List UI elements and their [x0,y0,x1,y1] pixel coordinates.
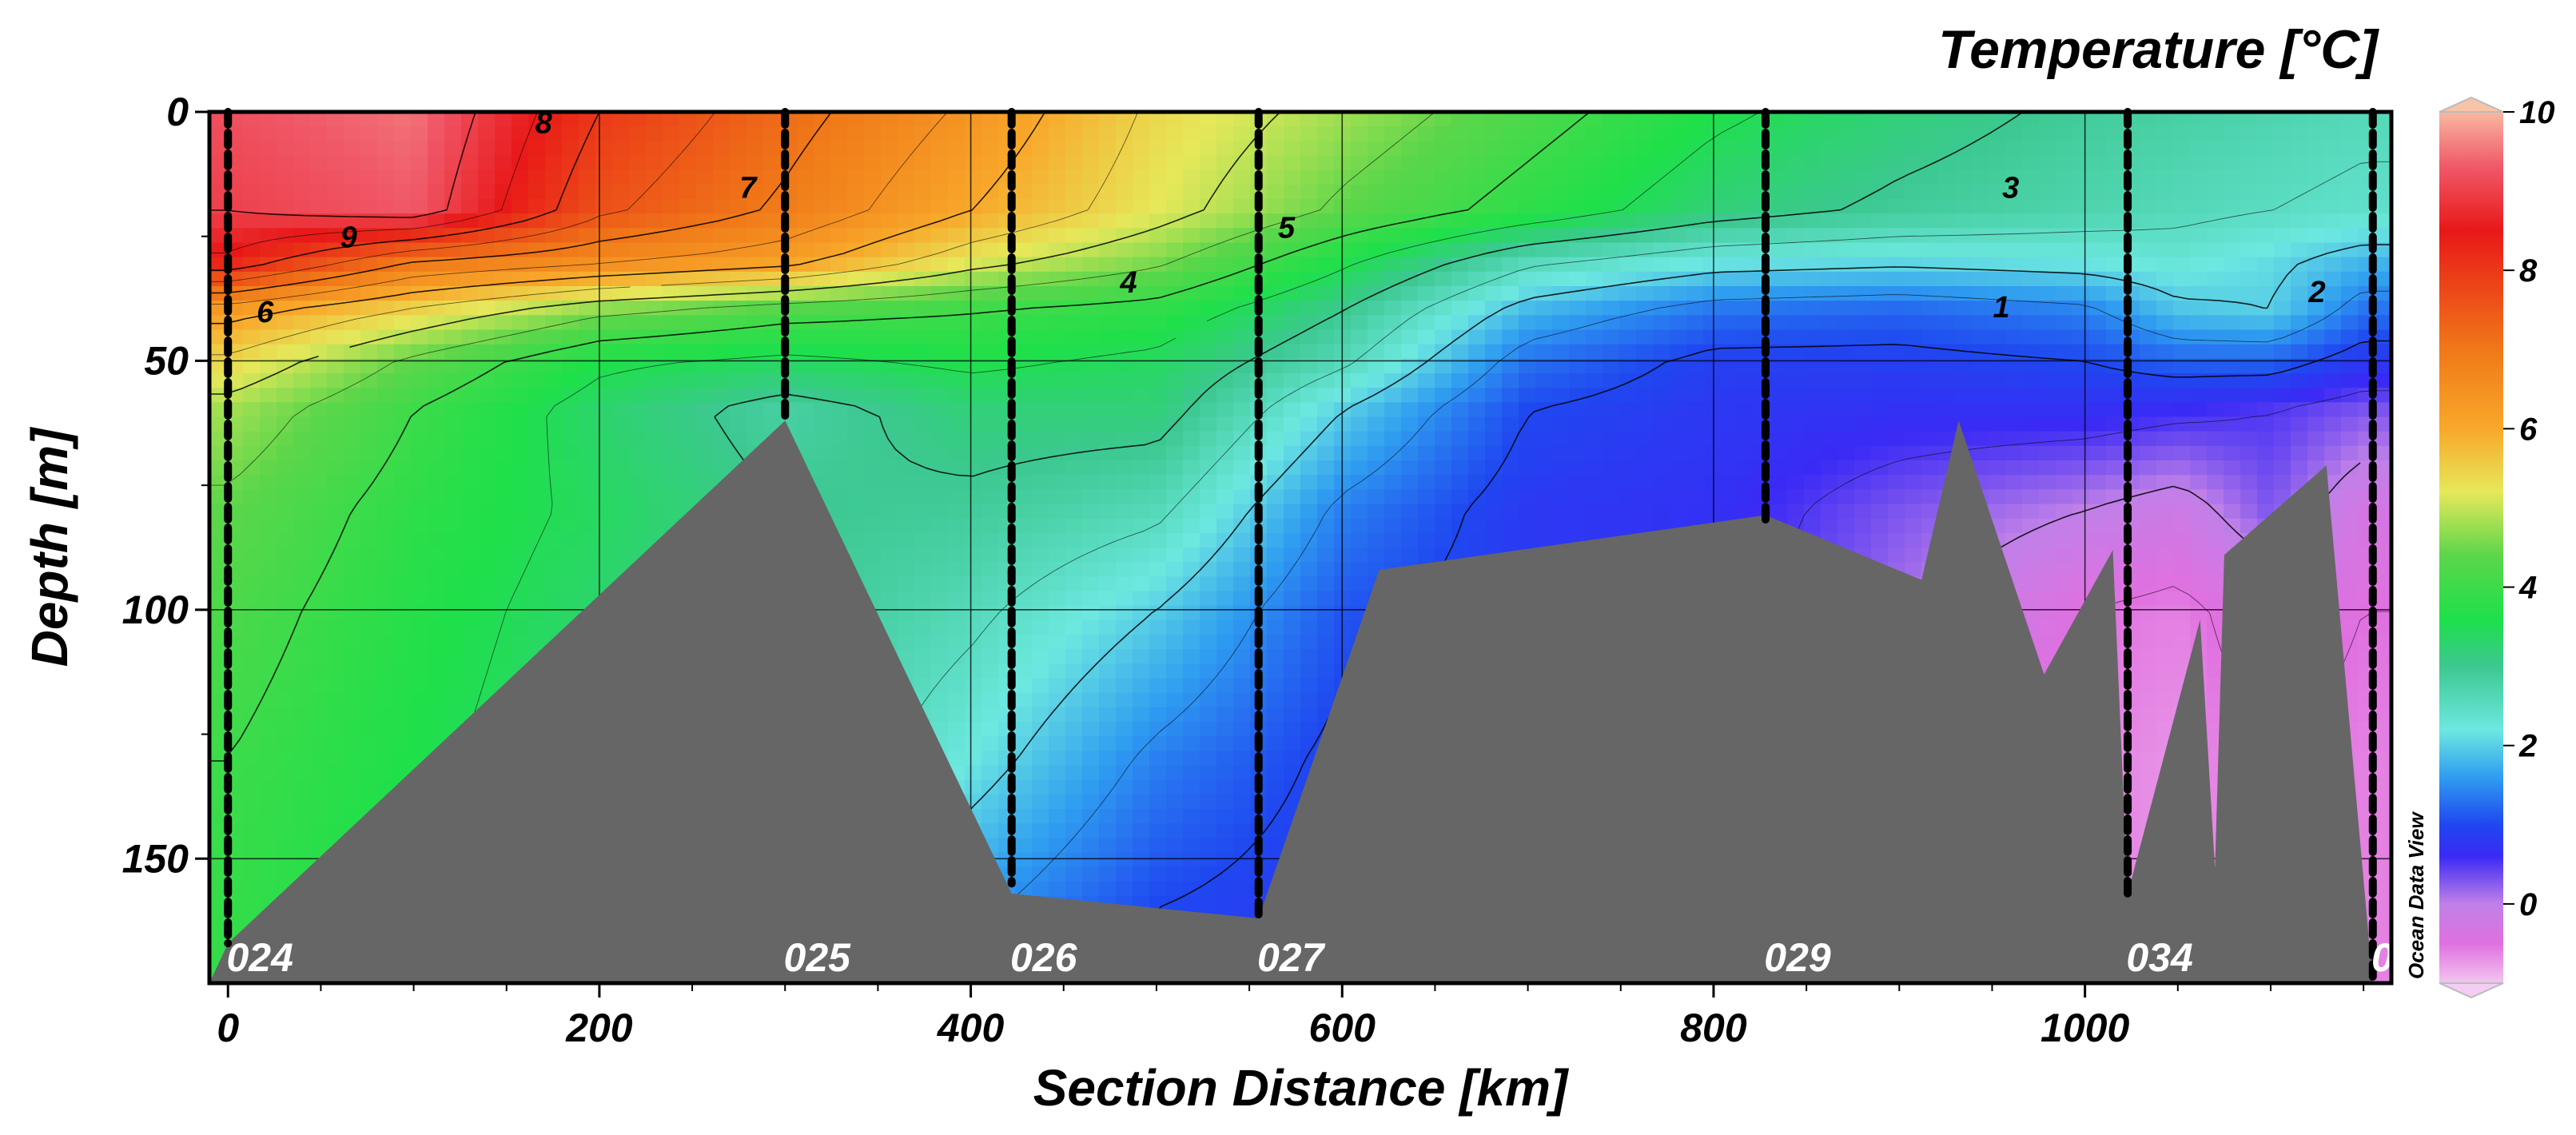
x-tick-label-0: 0 [217,1006,239,1050]
station-label-042: 042 [2371,935,2439,980]
colorbar-tick-label-10: 10 [2519,95,2555,130]
station-label-026: 026 [1010,935,1078,980]
contour-label-7: 7 [739,171,758,205]
colorbar-tick-label-4: 4 [2518,571,2537,606]
x-tick-label-800: 800 [1680,1006,1747,1050]
colorbar-gradient [2439,112,2503,983]
contour-label-1: 1 [1993,291,2010,325]
contour-labels: 8 7 9 6 5 4 3 1 2 [257,106,2326,329]
colorbar-bottom-cap [2439,982,2504,999]
contour-label-4: 4 [1120,266,1137,300]
isotherm-4 [209,112,1591,762]
x-tick-label-600: 600 [1309,1006,1376,1050]
colorbar-tick-label-0: 0 [2519,887,2537,922]
plot-frame [207,110,2394,986]
contour-label-6: 6 [257,296,274,329]
chart-title: Temperature [°C] [1938,19,2379,80]
y-axis-ticks: 0 50 100 150 [122,90,209,881]
contour-label-2: 2 [2307,276,2325,309]
y-tick-label-150: 150 [122,836,189,881]
isotherm-5.5 [209,112,1139,356]
x-tick-label-400: 400 [937,1006,1005,1050]
x-tick-label-200: 200 [565,1006,633,1050]
isotherm-6 [209,112,1046,325]
station-markers: 024 025 026 027 029 034 042 [224,108,2439,987]
station-label-024: 024 [227,935,293,980]
x-axis-title: Section Distance [km] [1033,1059,1570,1117]
isotherm-8.5 [209,112,538,253]
isotherm-8 [209,112,600,271]
isotherm-5 [209,112,1281,395]
colorbar-ticks: 0 2 4 6 8 10 [2503,95,2555,922]
contour-label-8: 8 [536,106,553,140]
y-tick-label-0: 0 [166,90,189,134]
station-label-027: 027 [1257,935,1326,980]
colorbar-tick-label-6: 6 [2519,412,2538,447]
isotherm-9 [209,112,476,218]
colorbar-tick-label-8: 8 [2519,253,2538,289]
y-tick-label-100: 100 [122,587,189,632]
x-axis-ticks: 0 200 400 600 800 1000 [217,983,2365,1050]
station-label-029: 029 [1764,935,1831,980]
isotherm-7.5 [209,112,716,282]
contour-label-3: 3 [2002,171,2019,205]
seafloor-bathymetry [209,420,2391,983]
contour-label-5: 5 [1278,211,1296,245]
isotherm-6.5 [209,112,948,305]
colorbar-top-cap [2439,96,2504,113]
colorbar: 0 2 4 6 8 10 Ocean Data View [2404,95,2555,999]
station-label-025: 025 [784,935,852,980]
isotherm-1.5 [971,290,2391,983]
y-tick-label-50: 50 [144,338,189,383]
contour-label-9: 9 [340,221,357,255]
isotherm-7 [209,112,832,294]
colorbar-label: Ocean Data View [2404,811,2428,979]
y-axis-title: Depth [m] [21,426,78,667]
colorbar-tick-label-2: 2 [2518,729,2537,764]
station-label-034: 034 [2126,935,2192,980]
x-tick-label-1000: 1000 [2040,1006,2129,1050]
